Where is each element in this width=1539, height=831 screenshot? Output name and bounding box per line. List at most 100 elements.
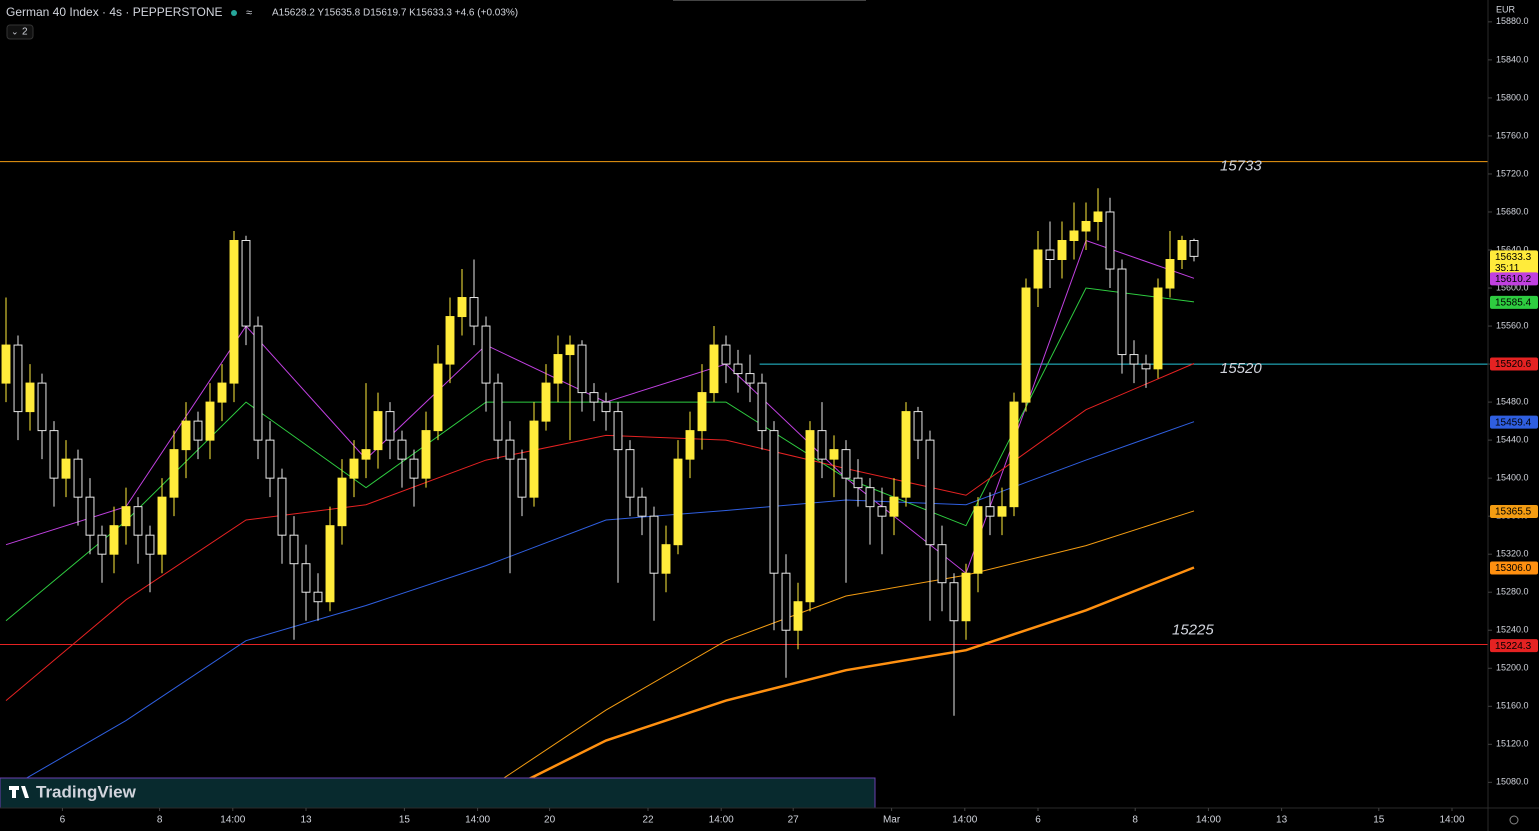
- candle-body: [349, 458, 359, 479]
- candle-body: [1165, 259, 1175, 289]
- candle-body: [409, 458, 419, 479]
- candle-body: [217, 382, 227, 403]
- candle-body: [721, 344, 731, 365]
- candle-body: [577, 344, 587, 394]
- candle-body: [853, 477, 863, 489]
- candle-body: [229, 239, 239, 384]
- y-tick-label: 15280.0: [1496, 587, 1529, 597]
- candle-body: [1189, 239, 1199, 257]
- y-tick-label: 15800.0: [1496, 92, 1529, 102]
- candle-body: [1021, 287, 1031, 403]
- candle-body: [361, 449, 371, 460]
- candle-body: [325, 525, 335, 603]
- candle-body: [529, 420, 539, 498]
- candle-body: [37, 382, 47, 432]
- candle-body: [637, 496, 647, 517]
- candle-body: [385, 411, 395, 441]
- candle-body: [1057, 239, 1067, 261]
- price-tag: [1490, 250, 1538, 275]
- price-tag-label: 15585.4: [1495, 298, 1532, 309]
- candle-body: [193, 420, 203, 441]
- candle-body: [1117, 268, 1127, 356]
- price-tag: [1490, 295, 1538, 309]
- x-tick-label: 27: [788, 815, 800, 826]
- candle-body: [841, 449, 851, 479]
- candle-body: [241, 239, 251, 327]
- candle-body: [145, 534, 155, 555]
- y-tick-label: 15880.0: [1496, 16, 1529, 26]
- price-tag: [1490, 415, 1538, 429]
- candle-body: [97, 534, 107, 555]
- y-tick-label: 15560.0: [1496, 320, 1529, 330]
- candle-body: [1033, 249, 1043, 289]
- settings-icon[interactable]: [1509, 815, 1519, 825]
- candle-body: [85, 496, 95, 536]
- x-tick-label: Mar: [883, 815, 901, 826]
- candle-body: [1009, 401, 1019, 508]
- currency[interactable]: EUR: [1496, 4, 1516, 14]
- candle-body: [25, 382, 35, 413]
- status-icon: ≈: [246, 7, 252, 19]
- price-tag-label: 15306.0: [1495, 563, 1532, 574]
- candle-body: [433, 363, 443, 432]
- candle-body: [1093, 211, 1103, 222]
- price-tag: [1490, 561, 1538, 575]
- candle-body: [973, 506, 983, 574]
- candle-body: [877, 506, 887, 517]
- candle-body: [313, 591, 323, 603]
- candle-body: [469, 297, 479, 327]
- candle-body: [457, 297, 467, 318]
- candle-body: [133, 506, 143, 536]
- price-tag-label: 15610.2: [1495, 274, 1532, 285]
- price-tag: [1490, 504, 1538, 518]
- candle-body: [1141, 363, 1151, 370]
- candle-body: [889, 496, 899, 517]
- y-tick-label: 15200.0: [1496, 663, 1529, 673]
- price-tag: [1490, 357, 1538, 371]
- y-tick-label: 15840.0: [1496, 54, 1529, 64]
- candle-body: [481, 325, 491, 384]
- candle-body: [1105, 211, 1115, 270]
- indicator-count: 2: [22, 27, 28, 38]
- candle-body: [109, 525, 119, 555]
- candle-body: [373, 411, 383, 451]
- y-tick-label: 15760.0: [1496, 130, 1529, 140]
- price-tag-label: 15224.3: [1495, 641, 1532, 652]
- price-tag-label: 15365.5: [1495, 507, 1532, 518]
- price-tag: [1490, 639, 1538, 653]
- candle-body: [769, 430, 779, 574]
- indicator-toggle[interactable]: [6, 24, 34, 40]
- candle-body: [961, 572, 971, 622]
- candle-body: [265, 439, 275, 479]
- candle-body: [337, 477, 347, 527]
- candle-body: [985, 506, 995, 517]
- y-tick-label: 15400.0: [1496, 473, 1529, 483]
- symbol-title: German 40 Index · 4s · PEPPERSTONE: [6, 5, 223, 19]
- countdown: 35:11: [1495, 263, 1520, 274]
- candle-body: [1069, 230, 1079, 241]
- x-tick-label: 8: [1132, 815, 1138, 826]
- level-label: 15733: [1220, 158, 1262, 175]
- candle-body: [589, 392, 599, 403]
- moving-average: [5, 363, 1195, 701]
- price-tag-label: 15459.4: [1495, 417, 1532, 428]
- x-tick-label: 15: [399, 815, 411, 826]
- candle-body: [1129, 354, 1139, 365]
- x-tick-label: 6: [1035, 815, 1041, 826]
- y-tick-label: 15240.0: [1496, 625, 1529, 635]
- candle-body: [13, 344, 23, 413]
- candle-body: [61, 458, 71, 479]
- y-tick-label: 15320.0: [1496, 549, 1529, 559]
- status-dot: [231, 10, 237, 16]
- candle-body: [157, 496, 167, 555]
- x-tick-label: 14:00: [220, 815, 245, 826]
- candle-body: [277, 477, 287, 536]
- y-tick-label: 15720.0: [1496, 168, 1529, 178]
- candle-body: [121, 506, 131, 527]
- candle-body: [745, 373, 755, 384]
- candle-body: [817, 430, 827, 460]
- candle-body: [937, 544, 947, 584]
- candle-body: [829, 449, 839, 460]
